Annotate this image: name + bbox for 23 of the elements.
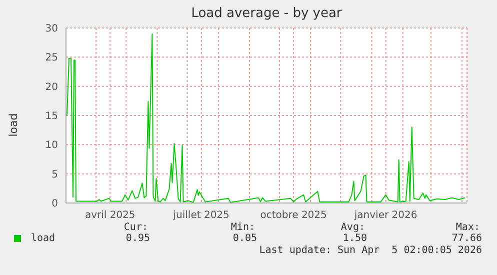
x-tick-label: avril 2025 (84, 210, 136, 222)
x-tick-label: octobre 2025 (260, 210, 327, 222)
text: 77.66 (452, 233, 482, 244)
y-axis-title: load (7, 112, 21, 139)
text: 1.50 (342, 233, 367, 244)
text: Avg: (340, 222, 365, 233)
y-tick-label: 30 (45, 24, 58, 35)
x-tick-label: janvier 2026 (353, 210, 418, 222)
y-tick-label: 5 (52, 169, 58, 180)
text: Max: (456, 222, 480, 233)
y-tick-label: 0 (52, 198, 58, 210)
text: 0.05 (232, 233, 257, 244)
text: Min: (230, 222, 255, 233)
y-tick-label: 20 (45, 82, 58, 93)
legend-label: load (31, 233, 56, 244)
y-tick-label: 15 (45, 111, 58, 122)
x-tick-label: juillet 2025 (172, 210, 230, 222)
y-tick-label: 25 (45, 52, 58, 64)
text: Last update: Sun Apr 5 02:00:05 2026 (259, 245, 482, 256)
y-tick-label: 10 (45, 140, 58, 152)
text: 0.95 (126, 233, 150, 244)
text: Cur: (124, 222, 148, 233)
chart-title: Load average - by year (190, 6, 343, 21)
